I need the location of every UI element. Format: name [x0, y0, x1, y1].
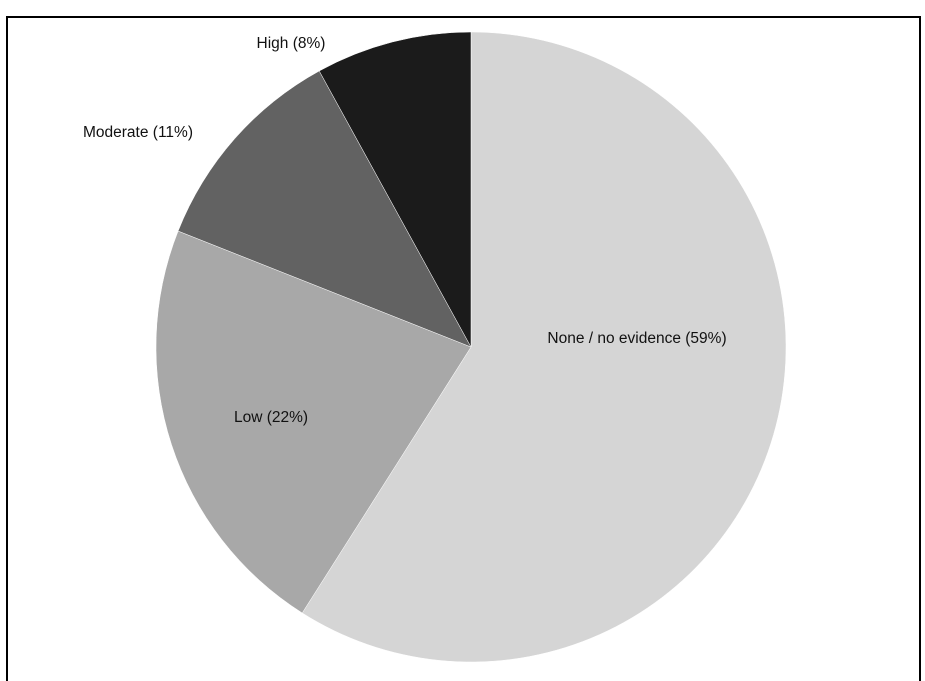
slice-label: High (8%) — [257, 35, 326, 52]
slice-label: Moderate (11%) — [83, 124, 193, 141]
slice-label: Low (22%) — [234, 409, 308, 426]
pie-slice — [155, 230, 472, 614]
pie-slice — [301, 31, 787, 663]
slice-label: None / no evidence (59%) — [547, 330, 726, 347]
pie-slice — [177, 70, 472, 348]
pie-slice — [318, 31, 472, 348]
